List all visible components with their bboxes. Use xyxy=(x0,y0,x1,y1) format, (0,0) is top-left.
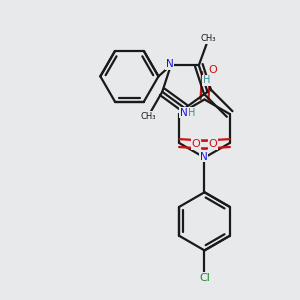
Text: CH₃: CH₃ xyxy=(141,112,157,121)
Text: CH₃: CH₃ xyxy=(201,34,216,43)
Text: H: H xyxy=(203,75,210,85)
Text: O: O xyxy=(192,139,200,149)
Text: O: O xyxy=(208,65,217,75)
Text: N: N xyxy=(166,59,173,69)
Text: Cl: Cl xyxy=(199,273,210,283)
Text: N: N xyxy=(200,152,208,162)
Text: O: O xyxy=(208,139,217,149)
Text: H: H xyxy=(188,108,195,118)
Text: N: N xyxy=(180,108,188,118)
